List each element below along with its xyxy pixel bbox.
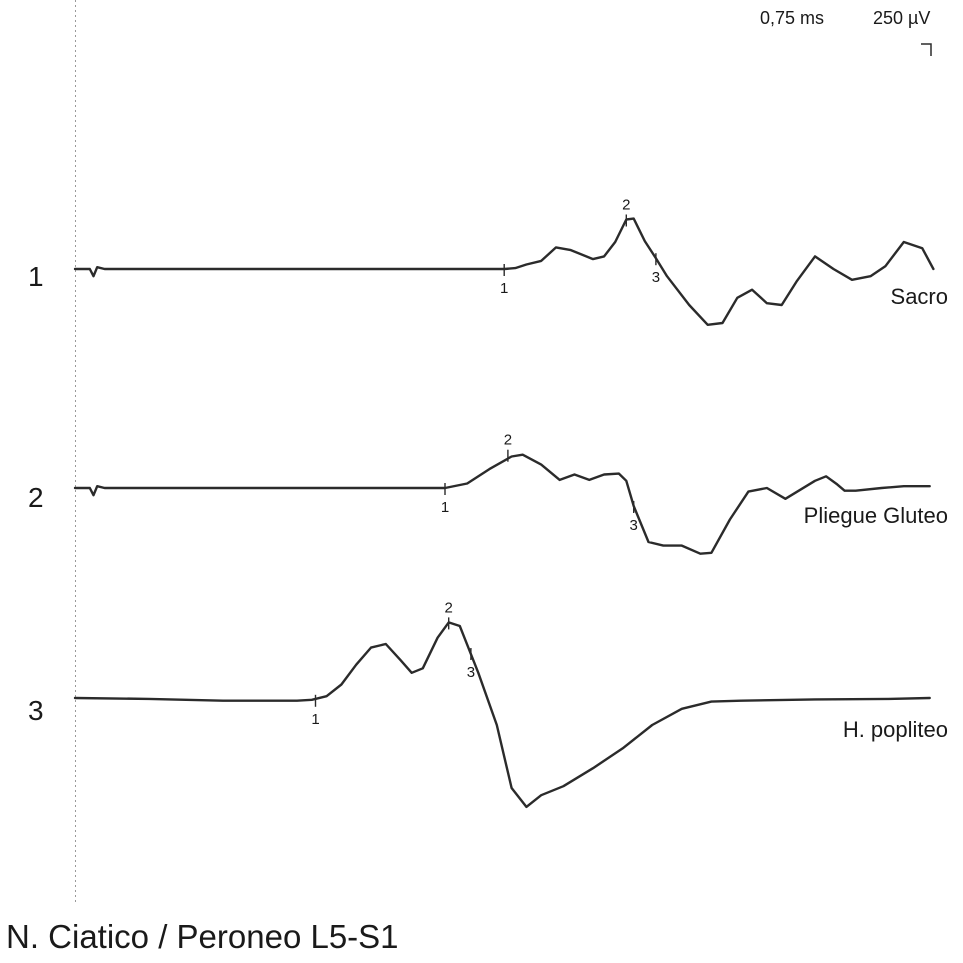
marker-label: 1 [441,499,449,516]
marker-label: 2 [445,599,453,616]
marker-label: 3 [652,269,660,286]
trace-area: 1 1 2 3 Sacro 2 1 2 3 Pliegue Gluteo 3 1 2 3 H. poplit… [28,197,948,809]
trace-line [73,621,931,809]
trace-row-number: 2 [28,482,44,513]
scale-bar-icon [921,43,932,56]
trace-label: H. popliteo [843,717,948,742]
trace-label: Sacro [891,284,948,309]
chart-title: N. Ciatico / Peroneo L5-S1 [6,918,399,955]
amplitude-scale-label: 250 µV [873,8,930,28]
marker-label: 2 [504,432,512,449]
time-scale-label: 0,75 ms [760,8,824,28]
trace-line [73,217,935,326]
marker-label: 1 [500,280,508,297]
marker-label: 3 [467,664,475,681]
trace-row-number: 1 [28,261,44,292]
marker-label: 1 [311,711,319,728]
marker-label: 2 [622,197,630,214]
trace-label: Pliegue Gluteo [804,503,948,528]
trace-line [73,453,931,555]
marker-label: 3 [630,517,638,534]
trace-row-number: 3 [28,695,44,726]
